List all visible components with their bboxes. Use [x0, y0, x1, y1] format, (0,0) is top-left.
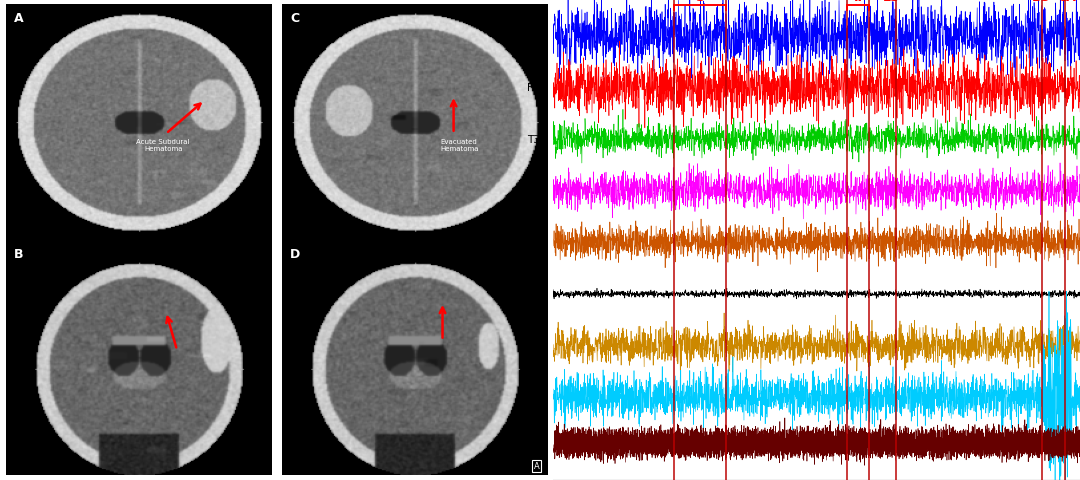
Text: F3: F3 [527, 289, 540, 299]
Text: B: B [558, 456, 570, 470]
Text: FP1: FP1 [521, 31, 540, 41]
Text: CA: CA [1057, 0, 1076, 4]
Text: EKG: EKG [518, 444, 540, 454]
Text: S: S [696, 0, 704, 4]
Text: BS: BS [1031, 0, 1050, 4]
Text: O1: O1 [525, 238, 540, 248]
Text: T5: T5 [527, 186, 540, 196]
Text: T3: T3 [527, 134, 540, 144]
Text: F7: F7 [527, 83, 540, 93]
Text: A: A [558, 10, 570, 24]
Text: Evacuated
Hematoma: Evacuated Hematoma [440, 139, 478, 152]
Text: II: II [853, 0, 863, 4]
Text: A: A [534, 461, 539, 470]
Text: C3: C3 [526, 341, 540, 351]
Text: LS: LS [883, 0, 901, 4]
Text: Acute Subdural
Hematoma: Acute Subdural Hematoma [136, 139, 190, 152]
Text: P3: P3 [527, 393, 540, 402]
